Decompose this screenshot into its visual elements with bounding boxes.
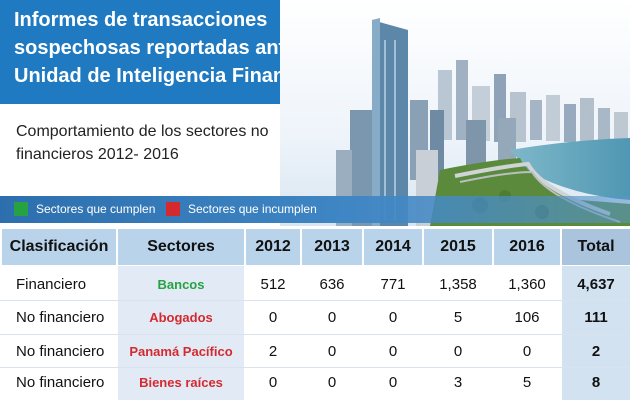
cell-clasificacion: Financiero <box>16 275 87 293</box>
cell-value: 0 <box>388 373 398 391</box>
cell-value: 636 <box>319 275 345 293</box>
row-divider <box>0 367 630 368</box>
cell-value: 771 <box>380 275 406 293</box>
header-clasificacion: Clasificación <box>2 229 116 265</box>
cell-value: 0 <box>453 342 463 360</box>
cell-value: 0 <box>268 308 278 326</box>
cell-total: 4,637 <box>577 275 615 293</box>
legend-swatch-green <box>14 202 28 216</box>
header-total: Total <box>562 229 630 265</box>
row-divider <box>0 334 630 335</box>
cell-total: 8 <box>591 373 601 391</box>
cell-value: 5 <box>522 373 532 391</box>
cell-total: 111 <box>584 308 608 326</box>
header-2015: 2015 <box>424 229 492 265</box>
cell-value: 0 <box>327 342 337 360</box>
row-divider <box>0 300 630 301</box>
header-sectores: Sectores <box>118 229 244 265</box>
legend-item-compliant: Sectores que cumplen <box>14 202 155 216</box>
cell-value: 1,360 <box>508 275 546 293</box>
cell-total: 2 <box>591 342 601 360</box>
cell-sector: Bancos <box>157 276 205 292</box>
cell-clasificacion: No financiero <box>16 373 105 391</box>
legend-bar: Sectores que cumplen Sectores que incump… <box>0 196 630 223</box>
cell-value: 512 <box>260 275 286 293</box>
total-column-background <box>562 266 630 400</box>
cell-clasificacion: No financiero <box>16 308 105 326</box>
header-2014: 2014 <box>364 229 422 265</box>
header-2016: 2016 <box>494 229 560 265</box>
cell-sector: Bienes raíces <box>139 374 223 390</box>
header-2012: 2012 <box>246 229 300 265</box>
cell-value: 106 <box>514 308 540 326</box>
cell-value: 0 <box>327 373 337 391</box>
cell-value: 0 <box>268 373 278 391</box>
legend-item-noncompliant: Sectores que incumplen <box>166 202 317 216</box>
header-2013: 2013 <box>302 229 362 265</box>
cell-sector: Abogados <box>149 309 213 325</box>
page-title: Informes de transacciones sospechosas re… <box>14 9 332 87</box>
cell-value: 1,358 <box>439 275 477 293</box>
legend-label-compliant: Sectores que cumplen <box>36 202 156 216</box>
sector-column-background <box>118 266 244 400</box>
page-subtitle: Comportamiento de los sectores no financ… <box>16 123 269 163</box>
city-skyline-image <box>280 0 630 226</box>
cell-clasificacion: No financiero <box>16 342 105 360</box>
cell-value: 0 <box>522 342 532 360</box>
legend-label-noncompliant: Sectores que incumplen <box>188 202 317 216</box>
cell-value: 0 <box>388 308 398 326</box>
cell-value: 3 <box>453 373 463 391</box>
cell-value: 2 <box>268 342 278 360</box>
legend-swatch-red <box>166 202 180 216</box>
cell-value: 0 <box>388 342 398 360</box>
cell-value: 5 <box>453 308 463 326</box>
cell-value: 0 <box>327 308 337 326</box>
cell-sector: Panamá Pacífico <box>129 343 233 359</box>
